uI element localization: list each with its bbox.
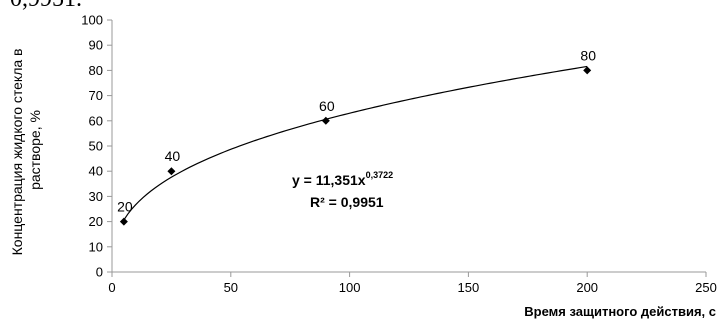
r-squared-label: R² = 0,9951 bbox=[310, 194, 384, 210]
x-ticks: 0 50 100 150 200 250 bbox=[108, 272, 717, 295]
y-axis-title: Концентрация жидкого стекла в растворе, … bbox=[9, 45, 43, 256]
equation-label: y = 11,351x0,3722 bbox=[292, 170, 393, 188]
x-axis-title: Время защитного действия, с bbox=[524, 304, 716, 319]
data-point-marker bbox=[583, 66, 592, 75]
equation-exponent: 0,3722 bbox=[366, 170, 394, 180]
data-point-marker bbox=[321, 116, 330, 125]
x-tick-label: 0 bbox=[108, 280, 115, 295]
data-point-label: 80 bbox=[580, 47, 596, 63]
x-tick-label: 50 bbox=[224, 280, 238, 295]
data-point-label: 60 bbox=[319, 98, 335, 114]
points-group bbox=[119, 66, 592, 226]
x-tick-label: 100 bbox=[339, 280, 361, 295]
y-tick-label: 50 bbox=[89, 139, 103, 154]
y-tick-label: 100 bbox=[81, 13, 103, 28]
trendline bbox=[123, 65, 588, 221]
x-tick-label: 250 bbox=[695, 280, 717, 295]
trendline-group bbox=[123, 65, 588, 221]
y-tick-label: 60 bbox=[89, 113, 103, 128]
y-tick-label: 90 bbox=[89, 38, 103, 53]
y-axis-title-line-2: растворе, % bbox=[27, 110, 43, 190]
data-point-label: 40 bbox=[165, 148, 181, 164]
equation-base: y = 11,351x bbox=[292, 172, 366, 188]
y-tick-label: 30 bbox=[89, 189, 103, 204]
y-axis-title-line-1: Концентрация жидкого стекла в bbox=[9, 49, 25, 256]
data-labels-group: 20 40 60 80 bbox=[117, 47, 596, 214]
y-ticks: 0 10 20 30 40 50 60 70 80 90 100 bbox=[81, 13, 112, 280]
x-tick-label: 150 bbox=[458, 280, 480, 295]
header-fragment: 0,9951. bbox=[10, 0, 82, 13]
y-tick-label: 20 bbox=[89, 214, 103, 229]
x-tick-label: 200 bbox=[576, 280, 598, 295]
data-point-marker bbox=[167, 167, 176, 176]
axes bbox=[111, 20, 706, 273]
y-tick-label: 0 bbox=[96, 265, 103, 280]
y-tick-label: 70 bbox=[89, 88, 103, 103]
data-point-label: 20 bbox=[117, 199, 133, 215]
data-point-marker bbox=[119, 217, 128, 226]
y-tick-label: 40 bbox=[89, 164, 103, 179]
y-tick-label: 80 bbox=[89, 63, 103, 78]
y-tick-label: 10 bbox=[89, 239, 103, 254]
